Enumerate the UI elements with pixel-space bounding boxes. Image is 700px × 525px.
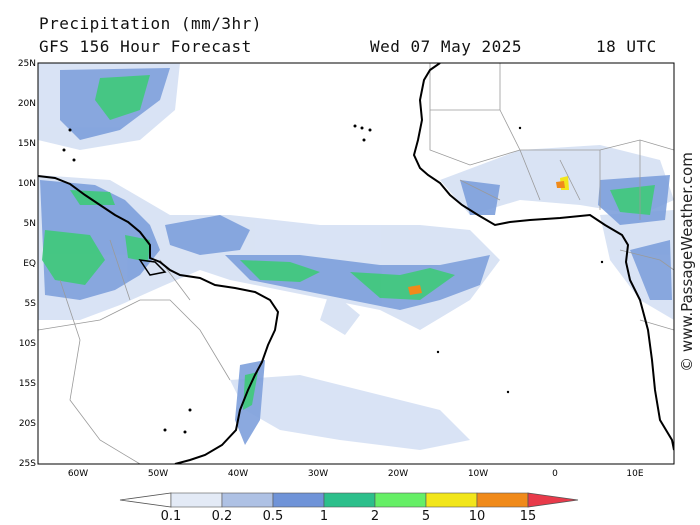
legend-swatch [323,492,376,508]
lon-label: 20W [388,469,408,479]
forecast-date: Wed 07 May 2025 [370,37,522,56]
credit-text: © www.PassageWeather.com [678,152,696,372]
precip-layer-heavy [42,75,655,410]
lat-label: 25N [18,59,36,69]
legend-label: 2 [370,509,380,524]
coastlines [38,63,674,464]
lat-label: 15N [18,139,36,149]
lon-label: 30W [308,469,328,479]
lat-label: 25S [19,459,36,469]
lat-label: EQ [23,259,36,269]
legend-label: 1 [319,509,329,524]
lat-label: 20S [19,419,36,429]
legend-lower-arrow [119,492,172,508]
legend-label: 0.1 [160,509,182,524]
legend-swatch [425,492,478,508]
axis-ticks: 25N 20N 15N 10N 5N EQ 5S 10S 15S 20S 25S 60W 50W 40W 3… [18,59,644,479]
legend-swatch [374,492,427,508]
map-frame [37,62,675,465]
legend-label: 0.2 [211,509,233,524]
legend-swatch [476,492,529,508]
forecast-time: 18 UTC [596,37,657,56]
lat-label: 5S [25,299,37,309]
legend-swatch [170,492,223,508]
legend-label: 0.5 [262,509,284,524]
legend-label: 15 [519,509,537,524]
lon-label: 60W [68,469,88,479]
lat-label: 10S [19,339,36,349]
legend-label: 5 [421,509,431,524]
country-borders [38,63,674,464]
forecast-subtitle: GFS 156 Hour Forecast [39,37,252,56]
lat-label: 15S [19,379,36,389]
precip-layer-intense [408,176,569,295]
lon-label: 10W [468,469,488,479]
legend-upper-arrow [527,492,579,508]
map-title: Precipitation (mm/3hr) [39,14,262,33]
lon-label: 50W [148,469,168,479]
islands [62,124,604,434]
legend-swatch [221,492,274,508]
legend-label: 10 [468,509,486,524]
lon-label: 0 [552,469,558,479]
lat-label: 5N [24,219,36,229]
legend-swatch [272,492,325,508]
lon-label: 10E [626,469,643,479]
precip-legend [119,492,579,508]
lon-label: 40W [228,469,248,479]
lat-label: 10N [18,179,36,189]
lat-label: 20N [18,99,36,109]
